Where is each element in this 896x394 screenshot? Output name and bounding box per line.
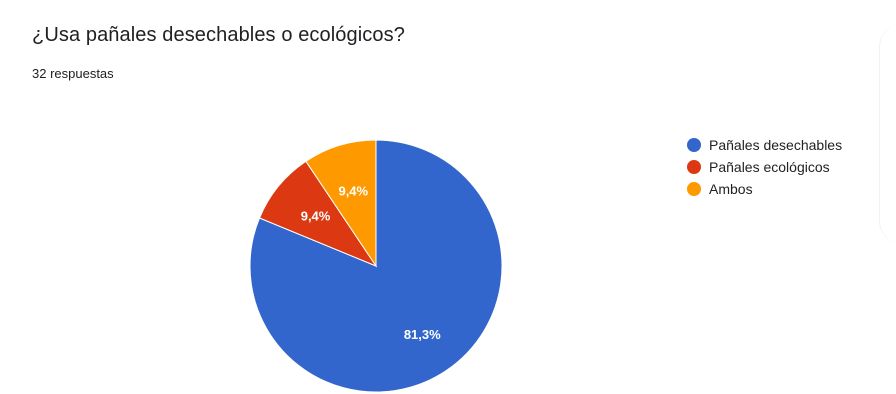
question-title: ¿Usa pañales desechables o ecológicos? <box>32 24 405 46</box>
legend-label: Pañales desechables <box>709 137 843 153</box>
pie-slice-3 <box>305 139 377 268</box>
legend-label: Pañales ecológicos <box>709 159 830 175</box>
response-count: 32 respuestas <box>32 66 114 81</box>
legend-swatch-icon <box>687 182 701 196</box>
legend-item-2: Pañales ecológicos <box>687 156 842 178</box>
pie-slice-label-2: 9,4% <box>301 209 331 224</box>
legend-label: Ambos <box>709 181 753 197</box>
pie-labels: 81,3% 9,4% 9,4% <box>301 183 441 342</box>
legend-item-1: Pañales desechables <box>687 134 842 156</box>
chart-legend: Pañales desechables Pañales ecológicos Amb… <box>687 134 842 200</box>
legend-swatch-icon <box>687 160 701 174</box>
pie-slices <box>249 139 503 393</box>
legend-item-3: Ambos <box>687 178 842 200</box>
legend-swatch-icon <box>687 138 701 152</box>
decorative-edge <box>879 24 896 244</box>
pie-slice-label-1: 81,3% <box>404 327 441 342</box>
pie-slice-label-3: 9,4% <box>338 183 368 198</box>
